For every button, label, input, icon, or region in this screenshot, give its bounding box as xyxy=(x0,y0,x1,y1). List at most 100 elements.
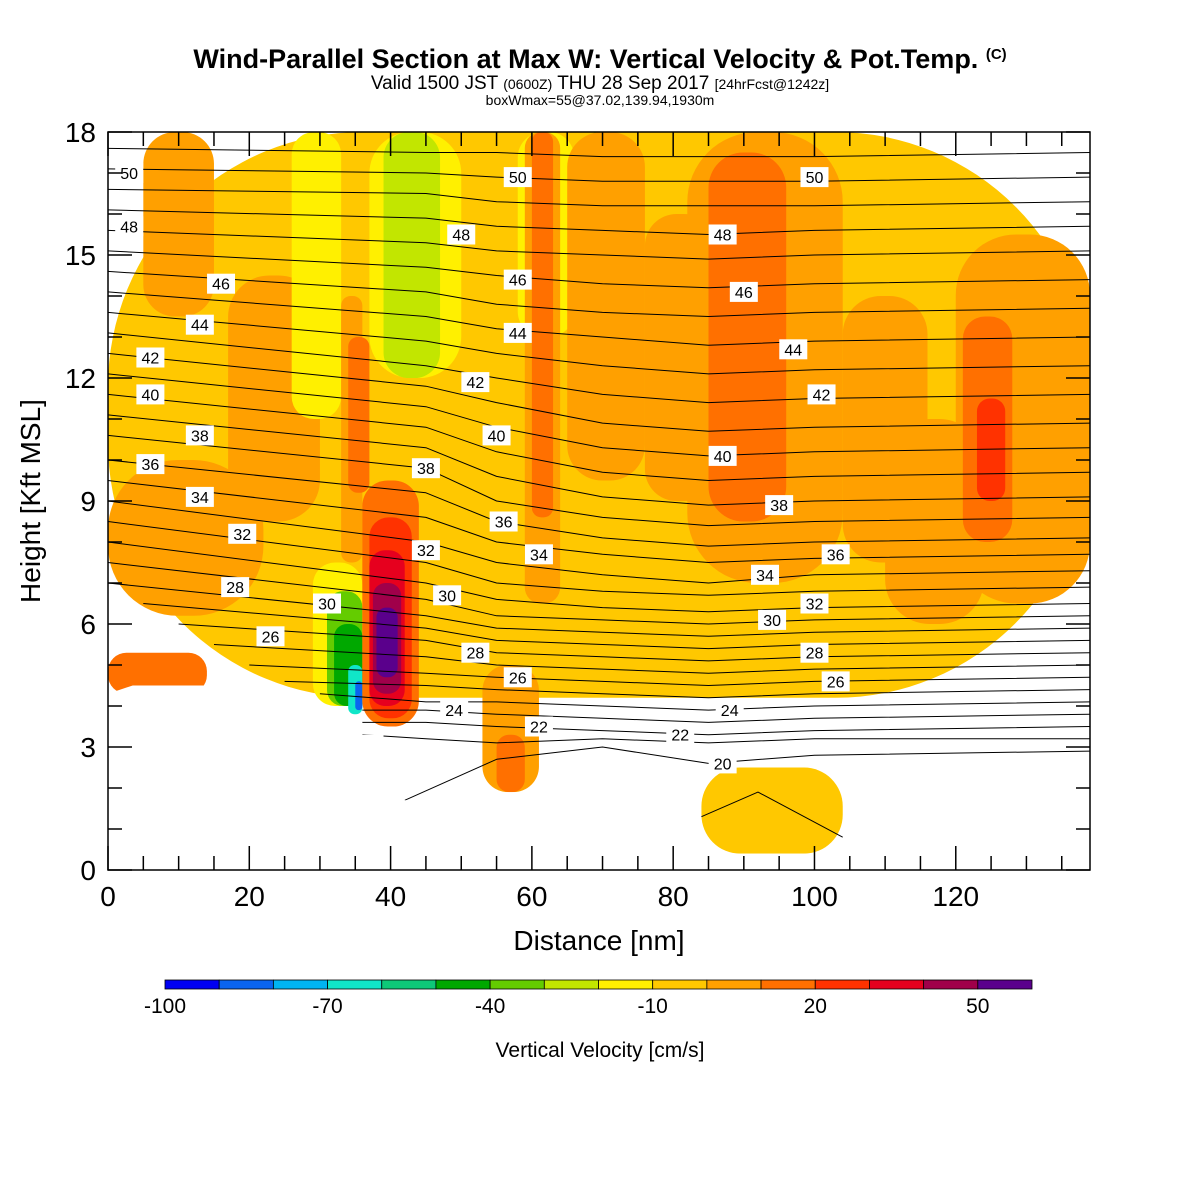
x-tick-label: 120 xyxy=(932,881,979,912)
theta-label-box xyxy=(708,445,737,466)
colorbar-swatch xyxy=(760,979,816,990)
colorbar-tick-label: -70 xyxy=(312,995,342,1018)
forecast-info: [24hrFcst@1242z] xyxy=(714,76,830,92)
y-tick-label: 9 xyxy=(80,486,96,517)
theta-label-text: 38 xyxy=(770,498,788,515)
theta-label-text: 30 xyxy=(438,588,456,605)
theta-label-box xyxy=(758,609,787,630)
x-tick-label: 100 xyxy=(791,881,838,912)
theta-label-box xyxy=(461,372,490,393)
theta-label-text: 20 xyxy=(714,756,732,773)
theta-label-text: 44 xyxy=(191,318,209,335)
theta-label-18: 38 xyxy=(185,425,214,446)
theta-label-box xyxy=(666,724,695,745)
theta-label-26: 34 xyxy=(751,564,780,585)
theta-label-box xyxy=(228,523,257,544)
x-tick-label: 80 xyxy=(658,881,689,912)
colorbar-swatch xyxy=(272,979,328,990)
w-cell-36 xyxy=(701,767,843,854)
colorbar-tick-label: -100 xyxy=(144,995,186,1018)
x-tick-label: 40 xyxy=(375,881,406,912)
theta-label-34: 26 xyxy=(256,626,285,647)
theta-label-text: 46 xyxy=(212,277,230,294)
y-tick-label: 12 xyxy=(65,363,96,394)
theta-contour-14 xyxy=(108,521,1090,596)
theta-label-text: 44 xyxy=(509,326,527,343)
colorbar-swatch xyxy=(381,979,437,990)
colorbar-tick-label: -10 xyxy=(638,995,668,1018)
theta-label-31: 30 xyxy=(313,593,342,614)
theta-label-11: 44 xyxy=(779,339,808,360)
colorbar-swatch xyxy=(435,979,491,990)
x-axis-label: Distance [nm] xyxy=(513,925,684,956)
theta-label-text: 34 xyxy=(530,547,548,564)
y-tick-label: 18 xyxy=(65,117,96,148)
y-tick-label: 3 xyxy=(80,732,96,763)
colorbar-swatch xyxy=(977,979,1033,990)
theta-contour-29 xyxy=(108,209,1090,235)
w-cell-16 xyxy=(715,255,773,481)
w-cell-28 xyxy=(355,681,363,711)
theta-contour-22 xyxy=(108,352,1090,432)
theta-label-text: 22 xyxy=(671,728,689,745)
theta-contour-21 xyxy=(108,373,1090,457)
theta-label-box xyxy=(411,540,440,561)
theta-label-text: 26 xyxy=(262,629,280,646)
theta-contour-19 xyxy=(108,414,1090,506)
chart-valid-time: Valid 1500 JST (0600Z) THU 28 Sep 2017 [… xyxy=(0,73,1200,95)
theta-label-box xyxy=(503,322,532,343)
theta-label-36: 28 xyxy=(800,642,829,663)
theta-label-text: 40 xyxy=(714,449,732,466)
theta-label-box xyxy=(482,425,511,446)
colorbar-swatch xyxy=(327,979,383,990)
theta-label-40: 24 xyxy=(715,700,744,721)
theta-label-text: 38 xyxy=(191,428,209,445)
colorbar-swatch xyxy=(706,979,762,990)
theta-label-text: 38 xyxy=(417,461,435,478)
theta-contour-8 xyxy=(213,644,1090,674)
theta-contour-6 xyxy=(284,680,1090,699)
theta-contour-11 xyxy=(108,582,1090,637)
theta-label-text: 22 xyxy=(530,720,548,737)
theta-label-43: 20 xyxy=(708,753,737,774)
theta-label-text: 34 xyxy=(191,490,209,507)
theta-label-box xyxy=(115,216,144,237)
plot-area: 50 50 50 48 48 48 46 46 46 44 44 44 42 42 42 40 40 40 38 38… xyxy=(108,132,1090,870)
theta-label-33: 30 xyxy=(758,609,787,630)
colorbar-tick-label: -40 xyxy=(475,995,505,1018)
theta-label-text: 24 xyxy=(445,703,463,720)
theta-label-32: 30 xyxy=(433,585,462,606)
theta-label-text: 34 xyxy=(756,568,774,585)
colorbar-swatch xyxy=(598,979,654,990)
w-cell-5 xyxy=(348,337,370,493)
theta-label-box xyxy=(524,716,553,737)
y-axis-label: Height [Kft MSL] xyxy=(15,399,46,603)
theta-label-39: 24 xyxy=(440,700,469,721)
w-cell-35 xyxy=(496,734,525,793)
theta-label-text: 50 xyxy=(509,170,527,187)
theta-label-text: 36 xyxy=(141,457,159,474)
theta-label-box xyxy=(461,642,490,663)
theta-label-21: 36 xyxy=(136,454,165,475)
theta-contour-25 xyxy=(108,291,1090,346)
chart-title: Wind-Parallel Section at Max W: Vertical… xyxy=(0,44,1200,75)
theta-contour-5 xyxy=(319,693,1090,711)
theta-label-20: 38 xyxy=(765,495,794,516)
theta-label-41: 22 xyxy=(524,716,553,737)
theta-label-box xyxy=(447,224,476,245)
theta-label-2: 50 xyxy=(800,167,829,188)
theta-label-box xyxy=(207,273,236,294)
theta-label-text: 48 xyxy=(714,228,732,245)
theta-label-38: 26 xyxy=(821,671,850,692)
x-tick-label: 20 xyxy=(234,881,265,912)
theta-contour-7 xyxy=(249,664,1090,686)
theta-label-text: 40 xyxy=(488,428,506,445)
colorbar-swatch xyxy=(652,979,708,990)
theta-label-text: 50 xyxy=(806,170,824,187)
theta-label-text: 44 xyxy=(784,342,802,359)
colorbar-swatch xyxy=(923,979,979,990)
theta-label-box xyxy=(503,269,532,290)
terrain-mask xyxy=(108,685,1090,870)
theta-label-text: 36 xyxy=(827,547,845,564)
theta-label-8: 46 xyxy=(729,281,758,302)
